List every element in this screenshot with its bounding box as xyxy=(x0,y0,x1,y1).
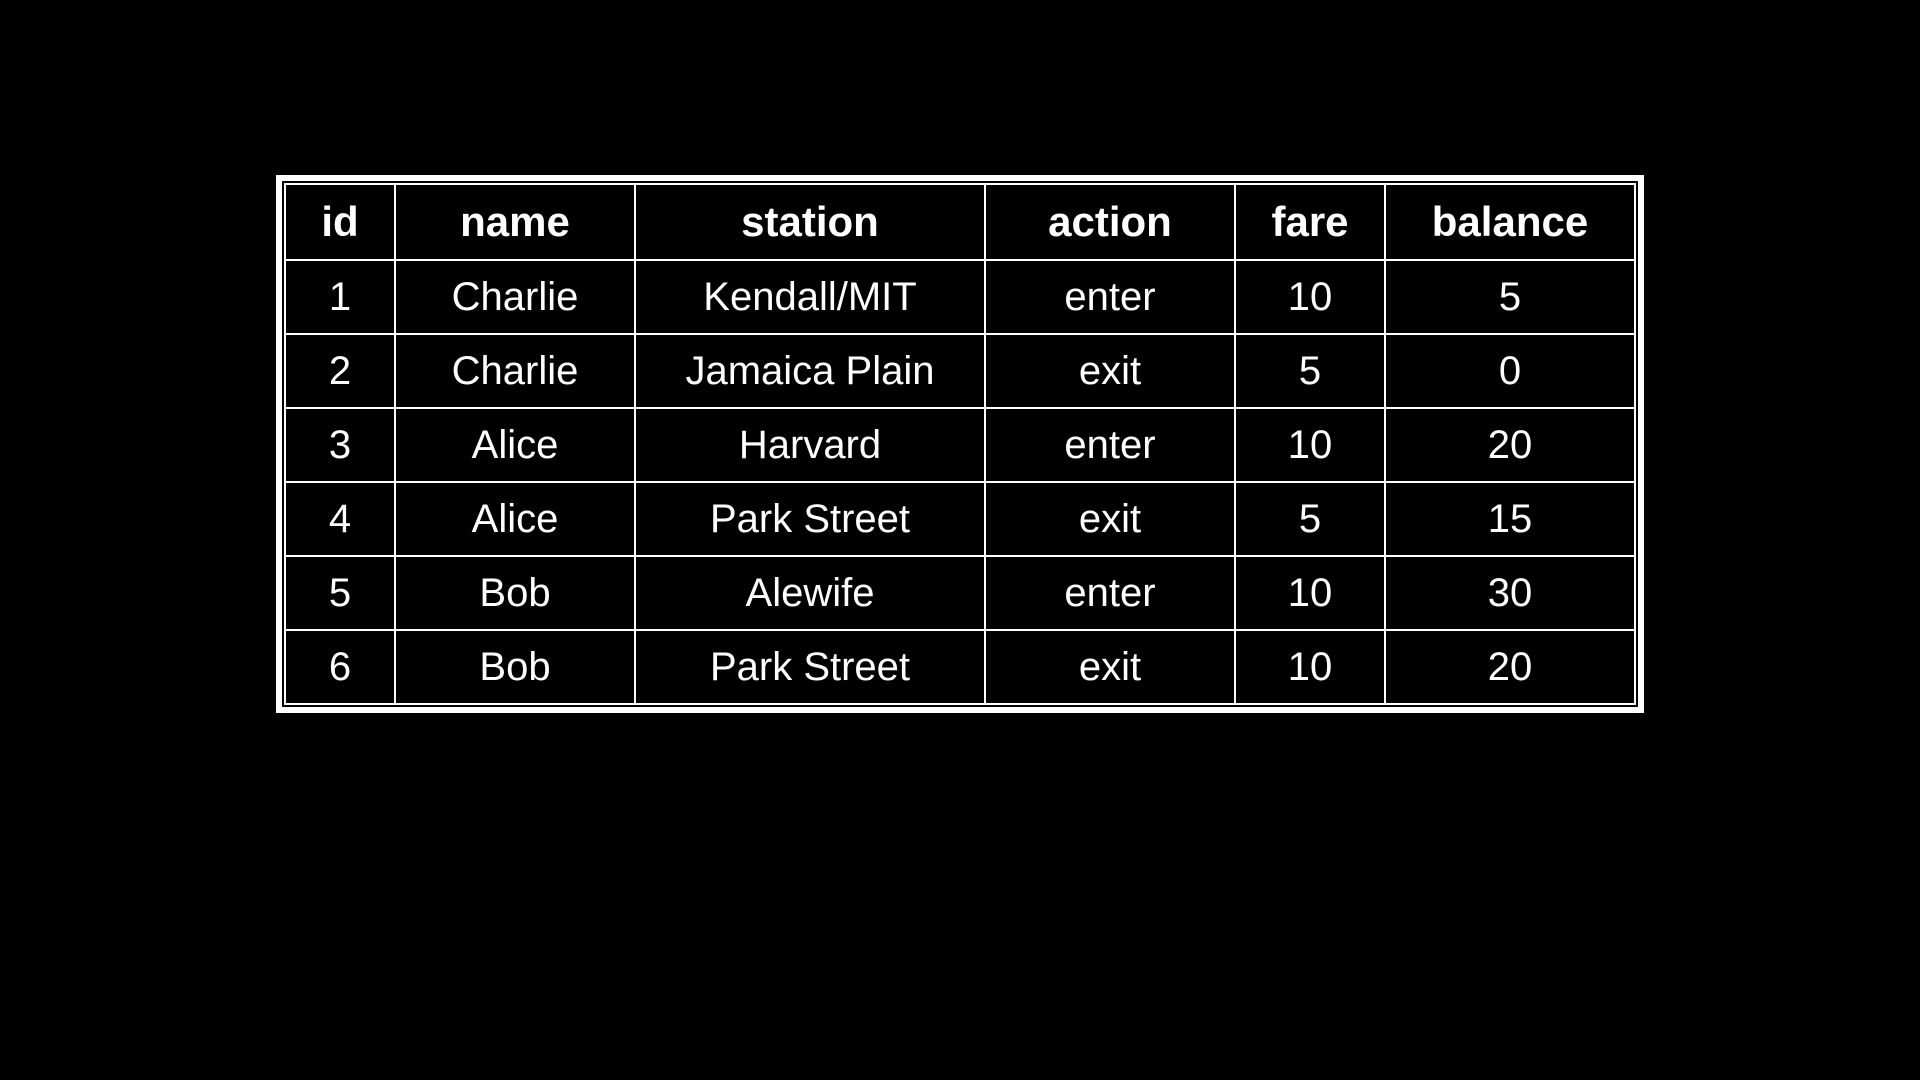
cell-station: Jamaica Plain xyxy=(635,334,985,408)
table-row: 1 Charlie Kendall/MIT enter 10 5 xyxy=(285,260,1635,334)
cell-station: Park Street xyxy=(635,630,985,704)
column-header-station: station xyxy=(635,184,985,260)
cell-fare: 5 xyxy=(1235,482,1385,556)
column-header-action: action xyxy=(985,184,1235,260)
cell-balance: 0 xyxy=(1385,334,1635,408)
cell-action: exit xyxy=(985,630,1235,704)
cell-station: Harvard xyxy=(635,408,985,482)
cell-balance: 30 xyxy=(1385,556,1635,630)
cell-name: Bob xyxy=(395,556,635,630)
column-header-fare: fare xyxy=(1235,184,1385,260)
cell-name: Bob xyxy=(395,630,635,704)
cell-station: Kendall/MIT xyxy=(635,260,985,334)
cell-balance: 5 xyxy=(1385,260,1635,334)
cell-fare: 10 xyxy=(1235,630,1385,704)
cell-action: enter xyxy=(985,260,1235,334)
cell-id: 2 xyxy=(285,334,395,408)
data-table-container: id name station action fare balance 1 Ch… xyxy=(276,175,1644,713)
cell-action: exit xyxy=(985,482,1235,556)
cell-id: 1 xyxy=(285,260,395,334)
cell-balance: 20 xyxy=(1385,408,1635,482)
cell-fare: 10 xyxy=(1235,556,1385,630)
cell-name: Charlie xyxy=(395,260,635,334)
cell-action: enter xyxy=(985,556,1235,630)
cell-action: exit xyxy=(985,334,1235,408)
cell-balance: 20 xyxy=(1385,630,1635,704)
cell-id: 6 xyxy=(285,630,395,704)
cell-action: enter xyxy=(985,408,1235,482)
cell-name: Charlie xyxy=(395,334,635,408)
table-row: 6 Bob Park Street exit 10 20 xyxy=(285,630,1635,704)
cell-station: Alewife xyxy=(635,556,985,630)
column-header-id: id xyxy=(285,184,395,260)
cell-balance: 15 xyxy=(1385,482,1635,556)
table-row: 2 Charlie Jamaica Plain exit 5 0 xyxy=(285,334,1635,408)
transit-fare-table: id name station action fare balance 1 Ch… xyxy=(284,183,1636,705)
column-header-name: name xyxy=(395,184,635,260)
cell-id: 3 xyxy=(285,408,395,482)
table-row: 5 Bob Alewife enter 10 30 xyxy=(285,556,1635,630)
cell-id: 4 xyxy=(285,482,395,556)
cell-fare: 10 xyxy=(1235,260,1385,334)
table-row: 4 Alice Park Street exit 5 15 xyxy=(285,482,1635,556)
cell-fare: 10 xyxy=(1235,408,1385,482)
column-header-balance: balance xyxy=(1385,184,1635,260)
cell-name: Alice xyxy=(395,482,635,556)
cell-id: 5 xyxy=(285,556,395,630)
cell-station: Park Street xyxy=(635,482,985,556)
table-row: 3 Alice Harvard enter 10 20 xyxy=(285,408,1635,482)
cell-name: Alice xyxy=(395,408,635,482)
table-header-row: id name station action fare balance xyxy=(285,184,1635,260)
cell-fare: 5 xyxy=(1235,334,1385,408)
